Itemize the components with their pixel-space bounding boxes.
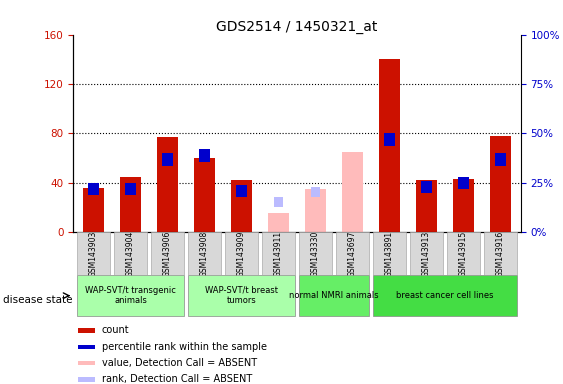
FancyBboxPatch shape	[262, 232, 295, 275]
Bar	[495, 153, 506, 166]
Bar	[236, 185, 247, 197]
Bar	[231, 180, 252, 232]
Bar	[163, 153, 173, 166]
Text: GSM143915: GSM143915	[459, 230, 468, 276]
Text: GSM143908: GSM143908	[200, 230, 209, 276]
Text: normal NMRI animals: normal NMRI animals	[289, 291, 379, 300]
Bar	[421, 181, 431, 193]
Text: value, Detection Call = ABSENT: value, Detection Call = ABSENT	[102, 358, 257, 368]
Bar	[78, 328, 95, 333]
Text: GSM143913: GSM143913	[422, 230, 431, 276]
Title: GDS2514 / 1450321_at: GDS2514 / 1450321_at	[216, 20, 378, 33]
Bar	[305, 189, 325, 232]
Text: disease state: disease state	[3, 295, 72, 305]
Bar	[274, 197, 283, 207]
Text: GSM143697: GSM143697	[348, 230, 357, 276]
Bar	[199, 149, 209, 162]
FancyBboxPatch shape	[410, 232, 443, 275]
FancyBboxPatch shape	[484, 232, 517, 275]
Text: GSM143906: GSM143906	[163, 230, 172, 276]
FancyBboxPatch shape	[77, 232, 110, 275]
Bar	[78, 344, 95, 349]
Text: GSM143904: GSM143904	[126, 230, 135, 276]
FancyBboxPatch shape	[299, 232, 332, 275]
FancyBboxPatch shape	[188, 275, 295, 316]
FancyBboxPatch shape	[299, 275, 369, 316]
Bar	[385, 134, 395, 146]
FancyBboxPatch shape	[373, 275, 517, 316]
Text: GSM143911: GSM143911	[274, 230, 283, 276]
Text: GSM143903: GSM143903	[89, 230, 98, 276]
FancyBboxPatch shape	[151, 232, 184, 275]
Bar	[194, 158, 215, 232]
FancyBboxPatch shape	[336, 232, 369, 275]
Text: GSM143891: GSM143891	[385, 230, 394, 276]
Bar	[120, 177, 141, 232]
FancyBboxPatch shape	[225, 232, 258, 275]
Text: count: count	[102, 326, 129, 336]
Text: GSM143330: GSM143330	[311, 230, 320, 276]
Bar	[78, 361, 95, 366]
Bar	[78, 377, 95, 382]
FancyBboxPatch shape	[447, 232, 480, 275]
Bar	[416, 180, 437, 232]
Bar	[88, 183, 99, 195]
FancyBboxPatch shape	[114, 232, 147, 275]
Bar	[311, 187, 320, 197]
Bar	[458, 177, 468, 189]
Text: WAP-SVT/t breast
tumors: WAP-SVT/t breast tumors	[205, 286, 278, 305]
Bar	[490, 136, 511, 232]
Text: GSM143916: GSM143916	[496, 230, 505, 276]
FancyBboxPatch shape	[77, 275, 184, 316]
Text: percentile rank within the sample: percentile rank within the sample	[102, 342, 267, 352]
Bar	[126, 183, 136, 195]
FancyBboxPatch shape	[373, 232, 406, 275]
Bar	[342, 152, 363, 232]
Text: rank, Detection Call = ABSENT: rank, Detection Call = ABSENT	[102, 374, 252, 384]
Bar	[83, 188, 104, 232]
Text: WAP-SVT/t transgenic
animals: WAP-SVT/t transgenic animals	[85, 286, 176, 305]
Bar	[269, 213, 289, 232]
Text: breast cancer cell lines: breast cancer cell lines	[396, 291, 494, 300]
Bar	[453, 179, 473, 232]
FancyBboxPatch shape	[188, 232, 221, 275]
Bar	[157, 137, 178, 232]
Text: GSM143909: GSM143909	[237, 230, 246, 276]
Bar	[379, 59, 400, 232]
